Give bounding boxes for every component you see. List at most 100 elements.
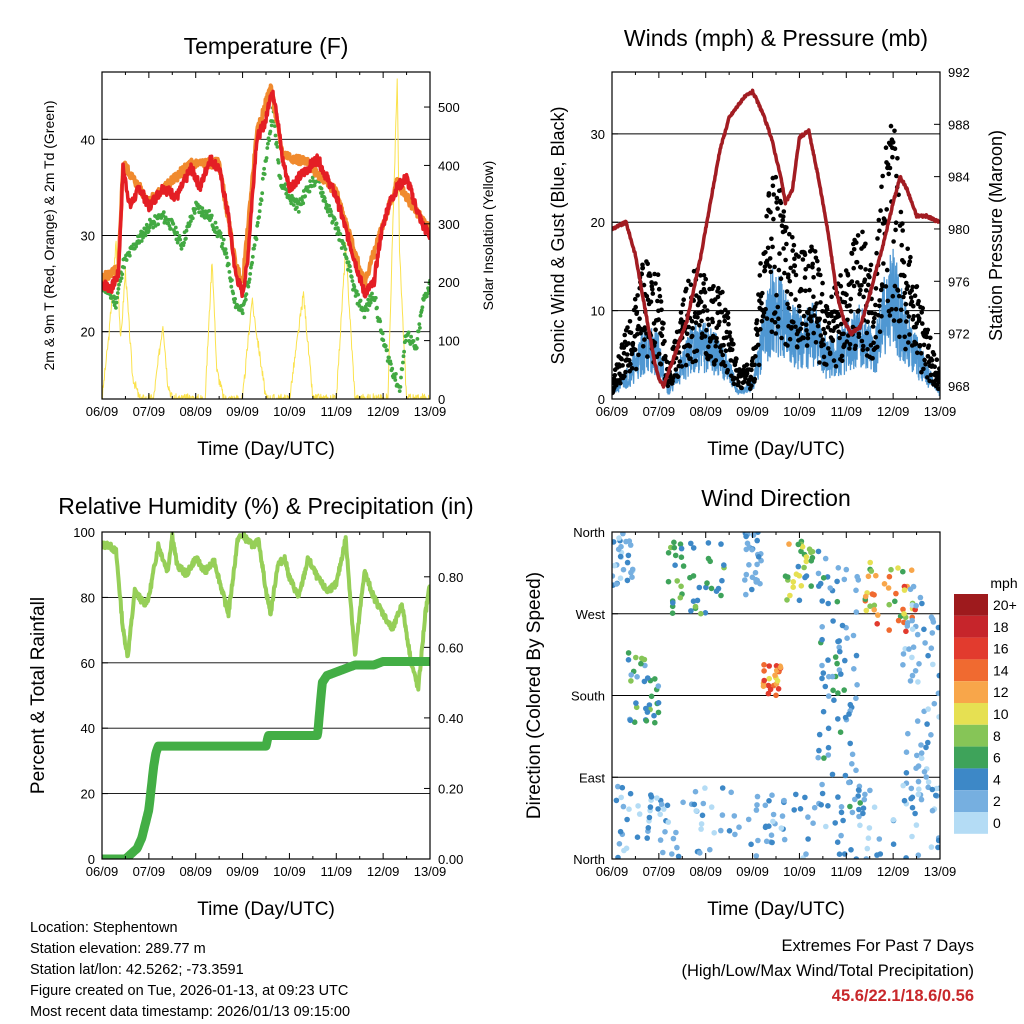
direction-point: [699, 812, 706, 819]
gust-point: [875, 236, 880, 241]
winds-ylabel: Sonic Wind & Gust (Blue, Black): [548, 106, 568, 364]
direction-point: [633, 704, 640, 711]
direction-point: [658, 801, 665, 808]
gust-point: [858, 287, 863, 293]
dewpoint-point: [366, 297, 371, 302]
direction-point: [857, 800, 863, 806]
humidity-ytick-label: 40: [81, 721, 95, 736]
direction-point: [628, 569, 634, 576]
dewpoint-point: [220, 241, 225, 246]
direction-point: [690, 598, 697, 604]
direction-point: [749, 586, 755, 593]
humidity-xtick-label: 12/09: [367, 864, 400, 879]
dewpoint-point: [296, 210, 301, 214]
direction-point: [895, 565, 901, 571]
winds-xtick-label: 13/09: [924, 404, 957, 419]
gust-point: [796, 254, 801, 259]
direction-point: [718, 541, 724, 547]
gust-point: [833, 364, 839, 369]
gust-point: [893, 227, 898, 233]
gust-point: [641, 282, 647, 288]
gust-point: [658, 299, 664, 304]
temperature-xtick-label: 07/09: [133, 404, 166, 419]
gust-point: [848, 309, 854, 314]
gust-point: [817, 316, 822, 322]
dewpoint-point: [411, 339, 416, 343]
dewpoint-point: [266, 141, 270, 146]
direction-point: [752, 569, 759, 576]
direction-point: [933, 792, 939, 799]
dewpoint-point: [327, 203, 331, 208]
direction-point: [628, 678, 634, 684]
gust-point: [717, 319, 722, 325]
gust-point: [652, 271, 657, 277]
dewpoint-point: [178, 237, 183, 242]
gust-point: [920, 305, 925, 311]
gust-point: [895, 288, 901, 293]
direction-point: [687, 574, 693, 581]
legend-swatch: [954, 812, 988, 834]
gust-point: [793, 324, 798, 330]
humidity-xtick-label: 11/09: [320, 864, 352, 879]
dewpoint-point: [338, 232, 343, 237]
direction-ytick-label: North: [573, 852, 605, 867]
gust-point: [716, 285, 721, 291]
temperature-xtick-label: 12/09: [367, 404, 400, 419]
direction-point: [692, 603, 699, 610]
direction-point: [790, 579, 797, 585]
direction-point: [826, 673, 832, 680]
direction-point: [820, 708, 827, 715]
direction-point: [750, 532, 757, 538]
gust-point: [874, 250, 879, 256]
dewpoint-point: [342, 244, 347, 249]
gust-point: [680, 302, 686, 307]
gust-point: [839, 358, 845, 364]
gust-point: [636, 352, 641, 358]
gust-point: [628, 361, 633, 367]
direction-point: [909, 804, 916, 811]
gust-point: [723, 307, 728, 313]
direction-point: [834, 660, 840, 667]
gust-point: [769, 329, 775, 335]
direction-point: [867, 559, 873, 566]
gust-point: [916, 298, 921, 304]
gust-point: [690, 326, 695, 331]
gust-point: [770, 244, 775, 250]
gust-point: [786, 272, 791, 278]
gust-point: [878, 287, 884, 293]
gust-point: [706, 322, 712, 328]
direction-point: [822, 683, 829, 690]
gust-point: [619, 356, 624, 362]
gust-point: [782, 270, 787, 276]
gust-point: [802, 252, 808, 258]
direction-point: [816, 747, 822, 754]
direction-point: [732, 831, 738, 838]
dewpoint-point: [373, 296, 378, 300]
gust-point: [657, 293, 663, 299]
direction-point: [761, 677, 767, 684]
direction-point: [871, 602, 878, 609]
gust-point: [826, 320, 832, 326]
direction-point: [868, 568, 875, 574]
dewpoint-point: [419, 308, 424, 313]
gust-point: [635, 293, 640, 298]
gust-point: [793, 297, 798, 302]
direction-point: [769, 839, 775, 846]
direction-point: [671, 539, 677, 546]
gust-point: [851, 283, 857, 289]
gust-point: [686, 324, 691, 330]
gust-point: [877, 298, 882, 303]
gust-point: [871, 340, 876, 346]
gust-point: [622, 332, 627, 338]
direction-point: [827, 585, 833, 591]
direction-point: [770, 811, 777, 818]
gust-point: [727, 330, 733, 335]
gust-point: [854, 240, 859, 245]
gust-point: [759, 318, 765, 324]
dewpoint-point: [246, 284, 251, 289]
direction-point: [705, 540, 712, 546]
direction-point: [820, 575, 827, 581]
direction-point: [774, 678, 781, 684]
gust-point: [829, 313, 834, 319]
gust-point: [729, 347, 735, 353]
